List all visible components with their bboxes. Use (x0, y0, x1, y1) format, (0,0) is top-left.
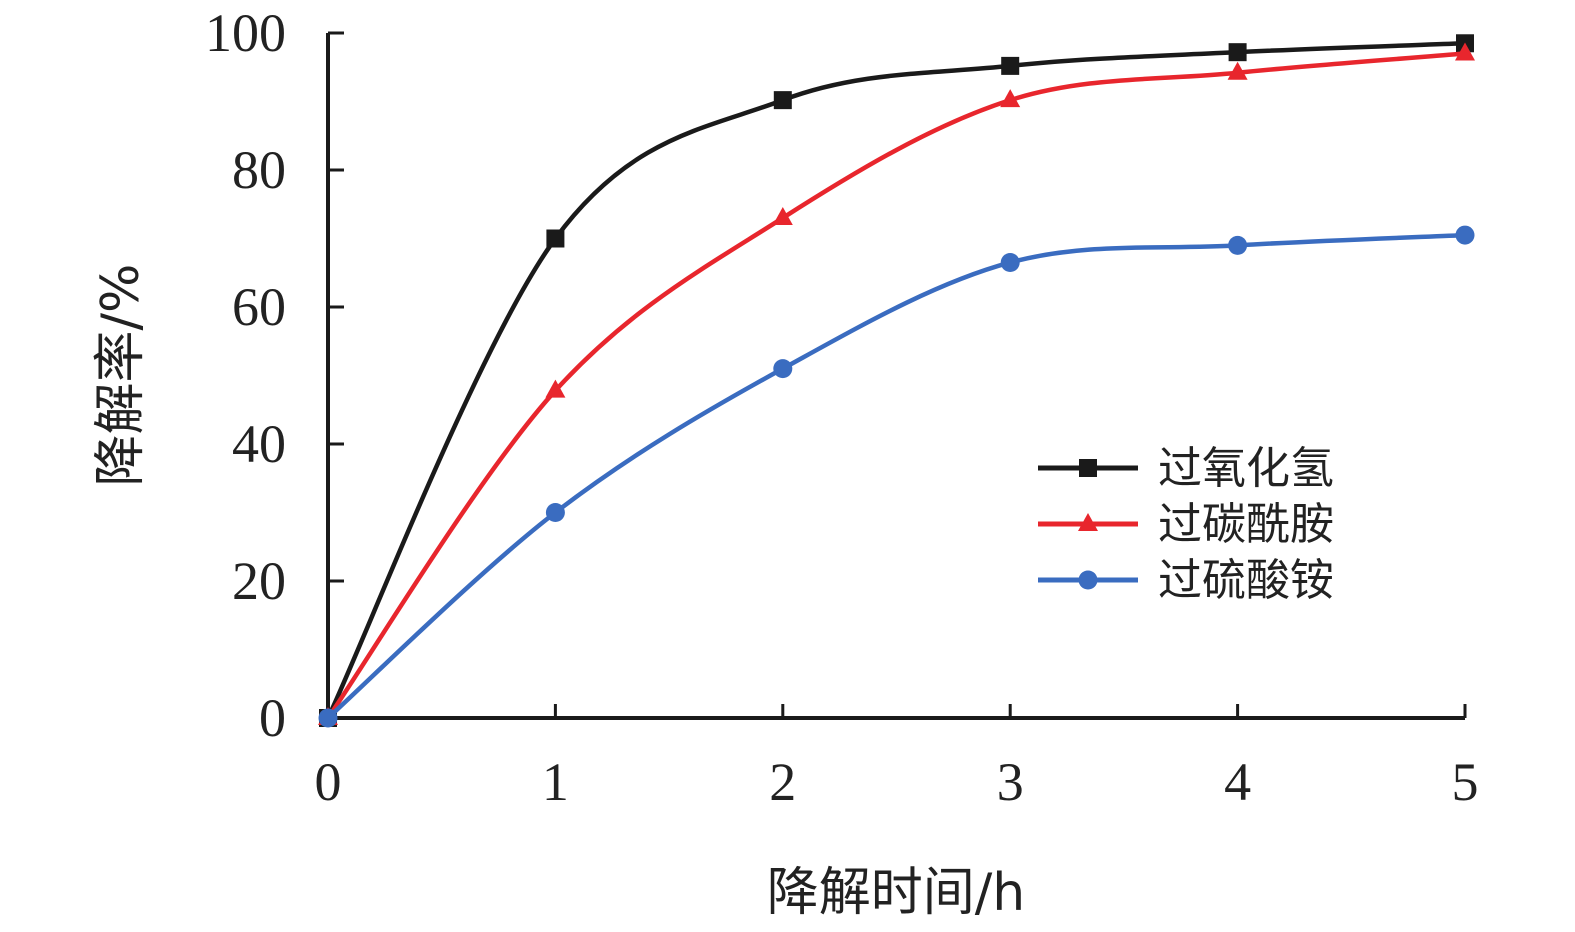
axes: 0 20 40 60 80 100 0 1 2 3 4 5 (205, 3, 1479, 812)
series-line (326, 51, 1466, 720)
series-line (326, 232, 1466, 720)
legend-marker (1078, 513, 1098, 531)
data-point (773, 359, 793, 379)
legend-item: 过氧化氢 (1038, 443, 1334, 494)
data-point (773, 91, 792, 110)
data-point (1227, 61, 1248, 80)
data-point (1228, 43, 1247, 62)
y-tick-label: 80 (232, 140, 286, 200)
y-axis-title: 降解率/% (91, 264, 151, 487)
x-tick-label: 4 (1224, 752, 1251, 812)
x-tick-label: 1 (542, 752, 569, 812)
data-point (546, 229, 565, 248)
legend-label: 过碳酰胺 (1158, 499, 1334, 550)
y-tick-label: 60 (232, 277, 286, 337)
data-point (545, 503, 565, 522)
y-tick-label: 40 (232, 414, 286, 474)
data-point (545, 379, 566, 398)
legend-marker (1079, 459, 1097, 477)
data-point (1000, 89, 1021, 108)
series-layer (318, 34, 1475, 728)
y-tick-label: 100 (205, 3, 286, 63)
legend-item: 过碳酰胺 (1038, 499, 1334, 550)
series-1 (319, 34, 1474, 727)
legend-label: 过氧化氢 (1158, 443, 1334, 494)
y-tick-label: 20 (232, 551, 286, 611)
x-tick-label: 0 (315, 752, 342, 812)
x-tick-label: 3 (997, 752, 1024, 812)
data-point (318, 708, 338, 728)
data-point (1000, 252, 1020, 272)
data-point (1228, 235, 1248, 255)
data-point (772, 206, 793, 225)
data-point (1001, 56, 1020, 75)
legend-item: 过硫酸铵 (1038, 555, 1334, 606)
legend-label: 过硫酸铵 (1158, 555, 1334, 606)
data-point (1455, 225, 1475, 245)
x-tick-label: 2 (769, 752, 796, 812)
x-tick-label: 5 (1452, 752, 1479, 812)
y-tick-label: 0 (259, 688, 286, 748)
x-axis-title: 降解时间/h (767, 863, 1025, 923)
series-3 (318, 225, 1475, 728)
legend-marker (1078, 570, 1098, 590)
series-2 (318, 42, 1475, 725)
series-line (325, 41, 1466, 719)
data-point (1455, 42, 1475, 61)
